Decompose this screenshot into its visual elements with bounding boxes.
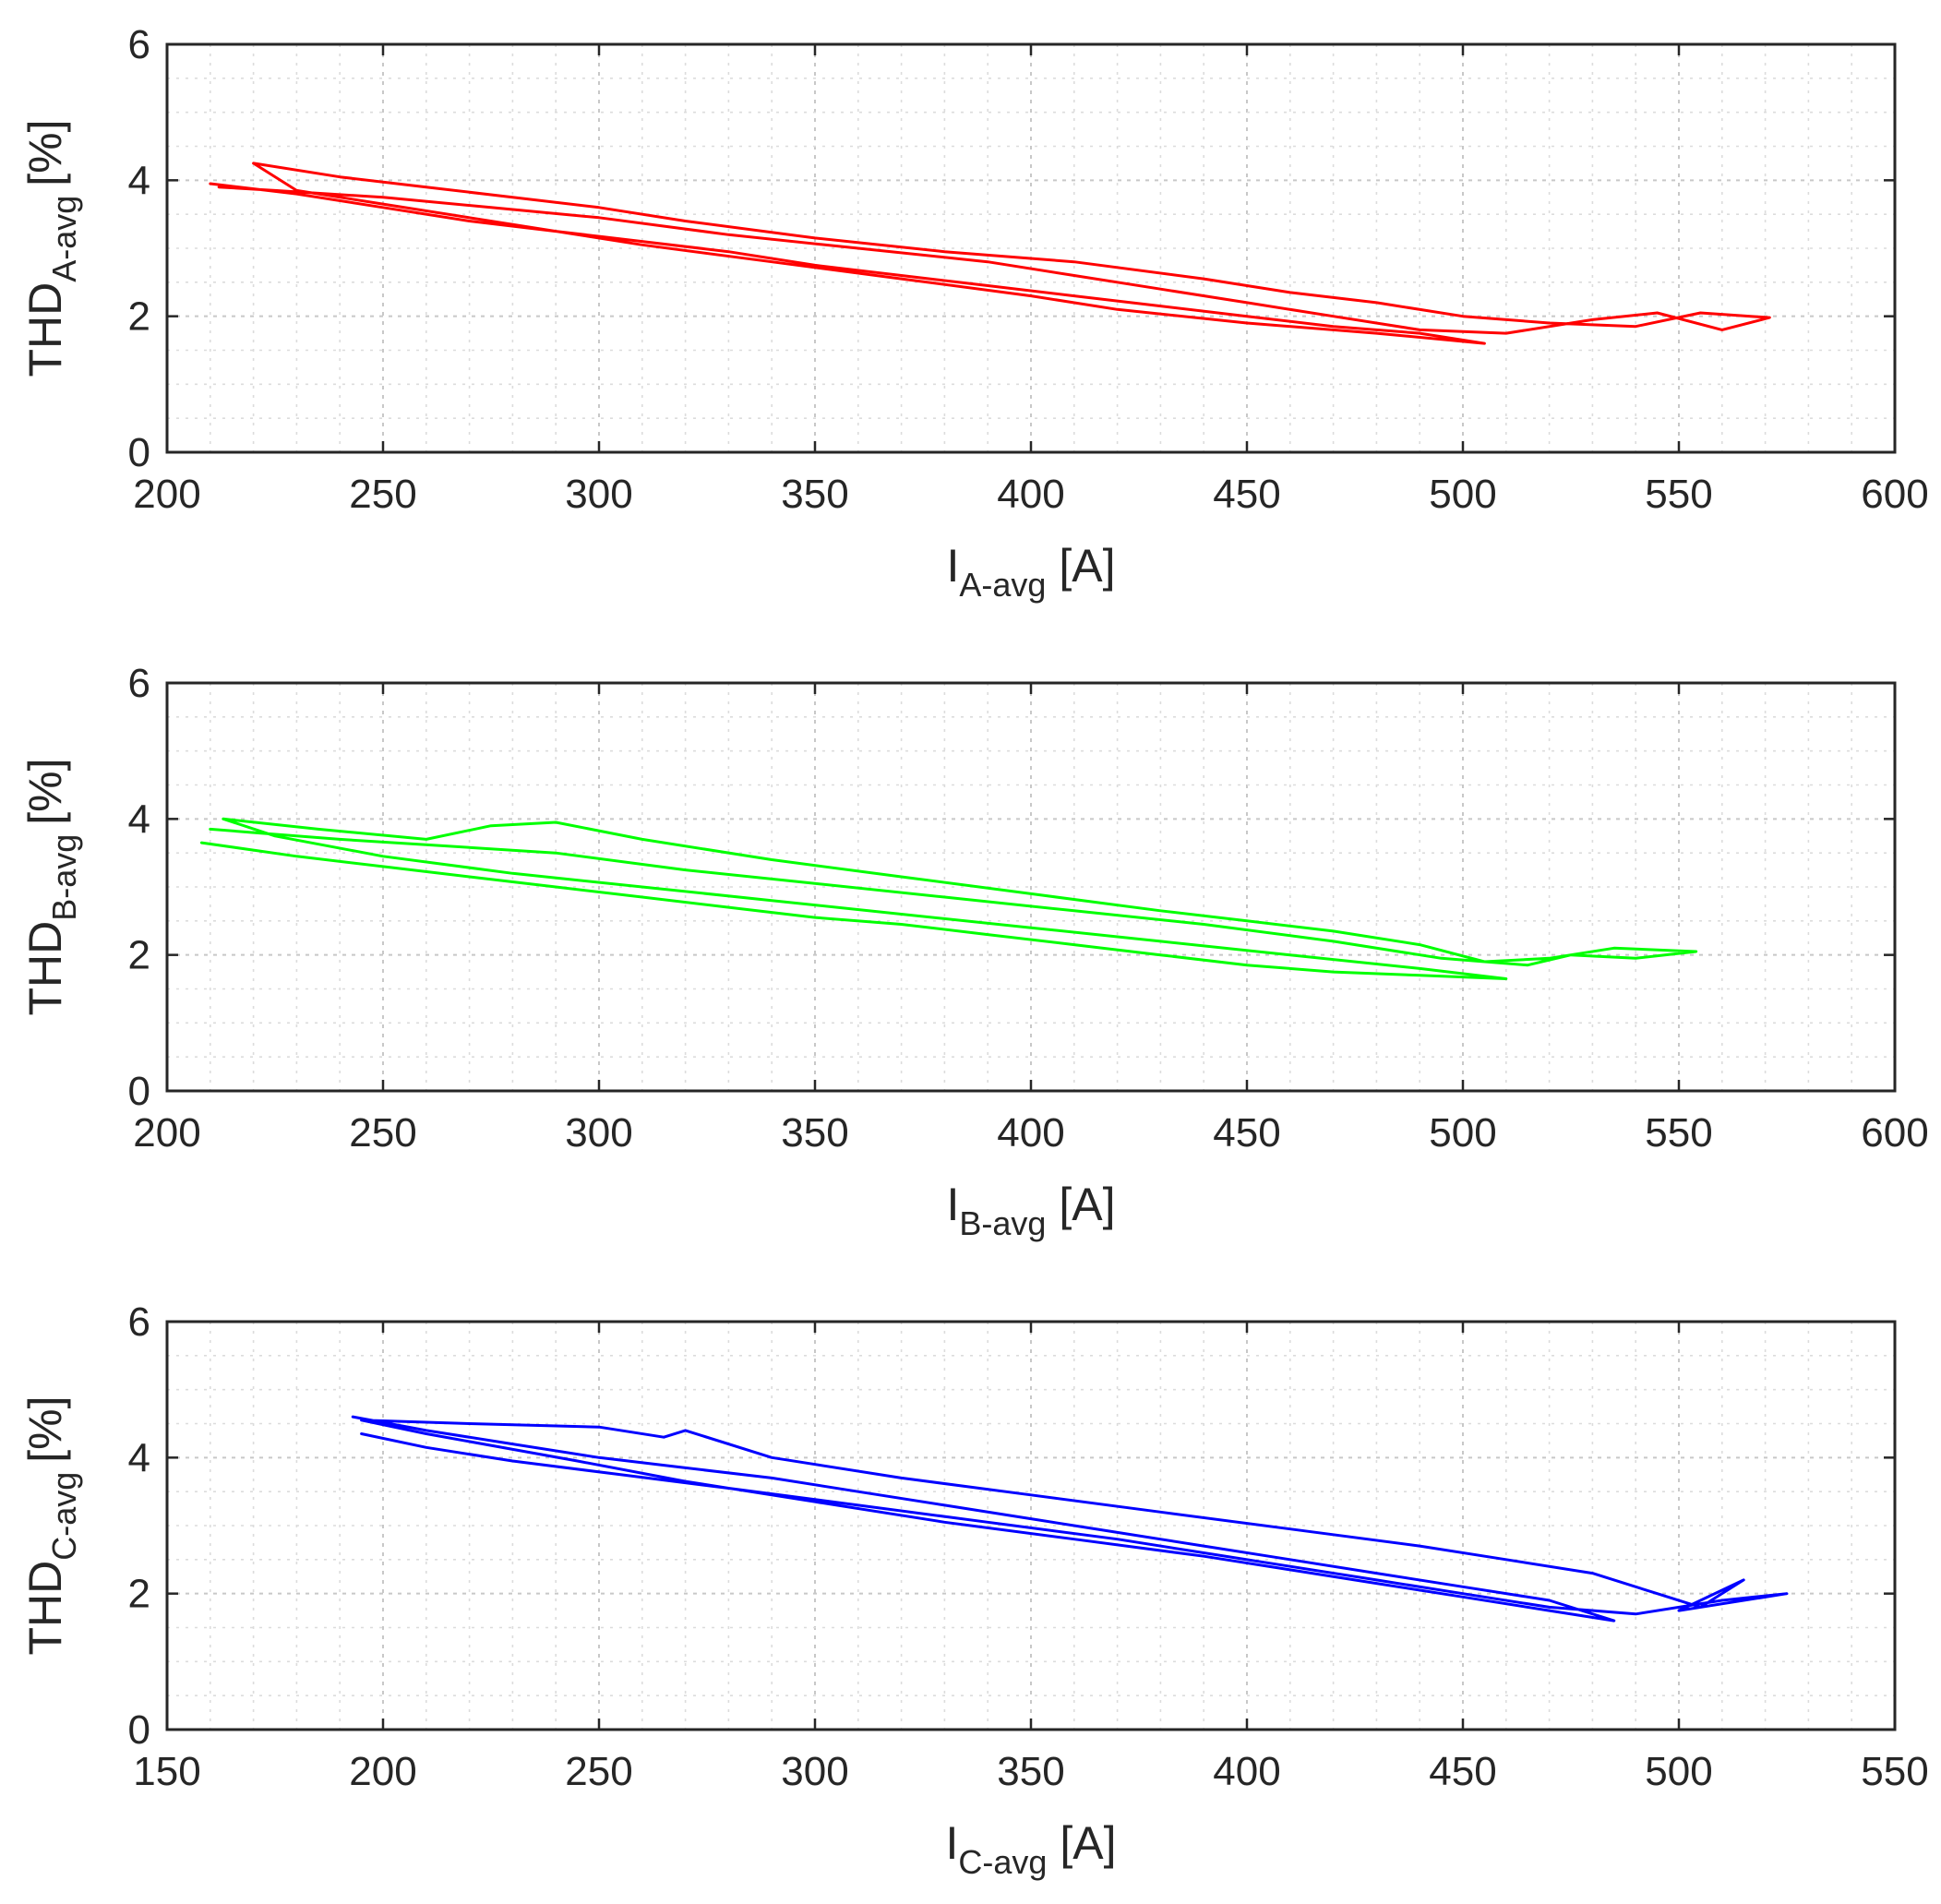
panel-b-x-tick-label: 300 [565, 1110, 632, 1156]
x-axis-label-unit: [A] [1059, 1179, 1115, 1230]
y-axis-label-main: THD [19, 1561, 71, 1656]
panel-b-x-tick-label: 550 [1645, 1110, 1712, 1156]
y-axis-label-unit: [%] [19, 758, 71, 824]
panel-a-y-tick-label: 0 [128, 430, 150, 475]
panel-a-x-tick-label: 200 [133, 472, 200, 517]
y-axis-label-subscript: B-avg [45, 834, 83, 921]
panel-c-y-axis-label: THDC-avg [%] [19, 1395, 83, 1655]
panel-c-y-tick-label: 4 [128, 1435, 150, 1480]
panel-b-x-tick-label: 500 [1429, 1110, 1496, 1156]
x-axis-label-main: I [946, 540, 959, 592]
panel-b-y-tick-label: 0 [128, 1069, 150, 1114]
panel-c-x-axis-label: IC-avg [A] [945, 1817, 1116, 1881]
x-axis-label-main: I [945, 1817, 958, 1869]
panel-c-x-tick-label: 350 [997, 1749, 1064, 1794]
panel-a-x-tick-label: 350 [781, 472, 848, 517]
panel-c-x-tick-label: 150 [133, 1749, 200, 1794]
panel-b-x-tick-label: 350 [781, 1110, 848, 1156]
panel-c-x-tick-label: 550 [1861, 1749, 1928, 1794]
panel-c-y-tick-label: 0 [128, 1707, 150, 1753]
panel-a-x-axis-label: IA-avg [A] [946, 540, 1115, 604]
panel-c-x-tick-label: 200 [349, 1749, 416, 1794]
panel-a-x-tick-label: 500 [1429, 472, 1496, 517]
y-axis-label-subscript: C-avg [45, 1472, 83, 1561]
panel-c-x-tick-label: 250 [565, 1749, 632, 1794]
panel-b-y-axis-label: THDB-avg [%] [19, 758, 83, 1015]
y-axis-label-main: THD [19, 282, 71, 377]
panel-c-x-tick-label: 450 [1429, 1749, 1496, 1794]
panel-a-series-line [209, 162, 1771, 345]
panel-b-x-tick-label: 600 [1861, 1110, 1928, 1156]
panel-c-y-tick-label: 6 [128, 1299, 150, 1345]
panel-b-x-tick-label: 250 [349, 1110, 416, 1156]
panel-c-x-tick-label: 500 [1645, 1749, 1712, 1794]
panel-c-series-line [351, 1415, 1789, 1623]
panel-a-x-tick-label: 550 [1645, 472, 1712, 517]
panel-b-y-tick-label: 6 [128, 661, 150, 706]
panel-c-x-tick-label: 400 [1213, 1749, 1280, 1794]
panel-b-series-line [199, 817, 1698, 980]
x-axis-label-subscript: A-avg [959, 566, 1046, 604]
panel-a-y-axis-label: THDA-avg [%] [19, 119, 83, 377]
panel-a-x-tick-label: 250 [349, 472, 416, 517]
panel-c-x-tick-label: 300 [781, 1749, 848, 1794]
panel-b-y-tick-label: 4 [128, 796, 150, 842]
panel-a-x-tick-label: 600 [1861, 472, 1928, 517]
panel-a-y-tick-label: 6 [128, 22, 150, 67]
panel-b-x-tick-label: 400 [997, 1110, 1064, 1156]
x-axis-label-subscript: B-avg [959, 1204, 1046, 1242]
y-axis-label-unit: [%] [19, 1395, 71, 1462]
x-axis-label-unit: [A] [1059, 540, 1115, 592]
x-axis-label-main: I [946, 1179, 959, 1230]
panel-a-x-tick-label: 300 [565, 472, 632, 517]
panel-b-y-tick-label: 2 [128, 933, 150, 978]
y-axis-label-main: THD [19, 921, 71, 1016]
panel-c-y-tick-label: 2 [128, 1572, 150, 1617]
panel-b-x-tick-label: 200 [133, 1110, 200, 1156]
panel-a-y-tick-label: 4 [128, 158, 150, 203]
panel-b-x-axis-label: IB-avg [A] [946, 1179, 1115, 1242]
y-axis-label-subscript: A-avg [45, 196, 83, 282]
y-axis-label-unit: [%] [19, 119, 71, 186]
panel-a-y-tick-label: 2 [128, 294, 150, 340]
x-axis-label-subscript: C-avg [958, 1843, 1047, 1881]
panel-a-x-tick-label: 450 [1213, 472, 1280, 517]
panel-b-x-tick-label: 450 [1213, 1110, 1280, 1156]
x-axis-label-unit: [A] [1060, 1817, 1116, 1869]
panel-a-x-tick-label: 400 [997, 472, 1064, 517]
